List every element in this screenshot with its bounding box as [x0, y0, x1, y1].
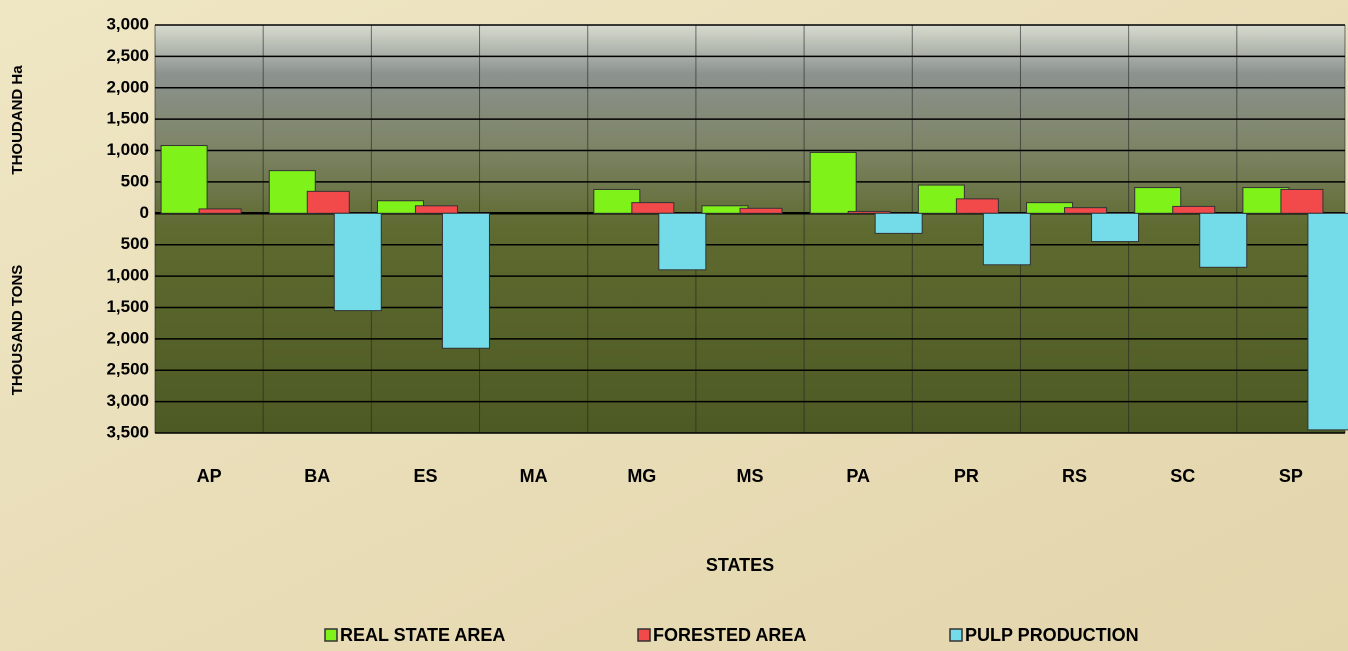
- x-tick-label: MS: [737, 466, 764, 486]
- bar: [1092, 213, 1139, 241]
- bar: [810, 152, 856, 213]
- x-tick-label: BA: [304, 466, 330, 486]
- x-axis-title: STATES: [706, 555, 774, 575]
- bar: [659, 213, 706, 269]
- y-tick-label: 0: [140, 203, 149, 222]
- chart: THOUDAND Ha THOUSAND TONS STATES 3,000 2,…: [0, 0, 1348, 651]
- y-tick-label: 3,000: [106, 14, 149, 33]
- y-tick-label: 2,000: [106, 77, 149, 96]
- x-tick-label: PA: [846, 466, 870, 486]
- y-tick-label: 2,500: [106, 360, 149, 379]
- y-tick-label: 2,000: [106, 328, 149, 347]
- x-tick-label: SP: [1279, 466, 1303, 486]
- x-tick-label: AP: [197, 466, 222, 486]
- bar: [415, 206, 457, 214]
- bar: [1200, 213, 1247, 267]
- bar: [875, 213, 922, 233]
- y-tick-label: 1,500: [106, 297, 149, 316]
- y-tick-label: 3,000: [106, 391, 149, 410]
- y-tick-label: 2,500: [106, 46, 149, 65]
- legend-label: PULP PRODUCTION: [965, 625, 1139, 645]
- y-tick-label: 3,500: [106, 422, 149, 441]
- x-tick-label: MG: [627, 466, 656, 486]
- bar: [161, 146, 207, 214]
- y-tick-label: 500: [121, 234, 149, 253]
- x-tick-label: PR: [954, 466, 979, 486]
- x-tick-label: ES: [413, 466, 437, 486]
- bar: [307, 191, 349, 213]
- y-tick-label: 1,000: [106, 266, 149, 285]
- bar: [956, 199, 998, 213]
- bar: [1173, 206, 1215, 213]
- y-axis-title: THOUDAND Ha: [9, 65, 26, 175]
- bar: [740, 208, 782, 213]
- x-tick-label: SC: [1170, 466, 1195, 486]
- bar: [1308, 213, 1348, 430]
- legend-label: REAL STATE AREA: [340, 625, 505, 645]
- bar: [1281, 189, 1323, 213]
- y-tick-label: 1,000: [106, 140, 149, 159]
- y-axis-title-lower: THOUSAND TONS: [9, 265, 26, 396]
- y-tick-label: 500: [121, 171, 149, 190]
- y-tick-label: 1,500: [106, 109, 149, 128]
- bar: [334, 213, 381, 310]
- bar: [199, 209, 241, 213]
- plot-area: [155, 25, 1345, 433]
- x-tick-label: RS: [1062, 466, 1087, 486]
- bar: [632, 203, 674, 214]
- bar: [983, 213, 1030, 264]
- legend-swatch: [638, 629, 650, 641]
- legend-swatch: [950, 629, 962, 641]
- legend-label: FORESTED AREA: [653, 625, 806, 645]
- legend-swatch: [325, 629, 337, 641]
- bar: [1065, 208, 1107, 214]
- x-tick-label: MA: [520, 466, 548, 486]
- bar: [442, 213, 489, 348]
